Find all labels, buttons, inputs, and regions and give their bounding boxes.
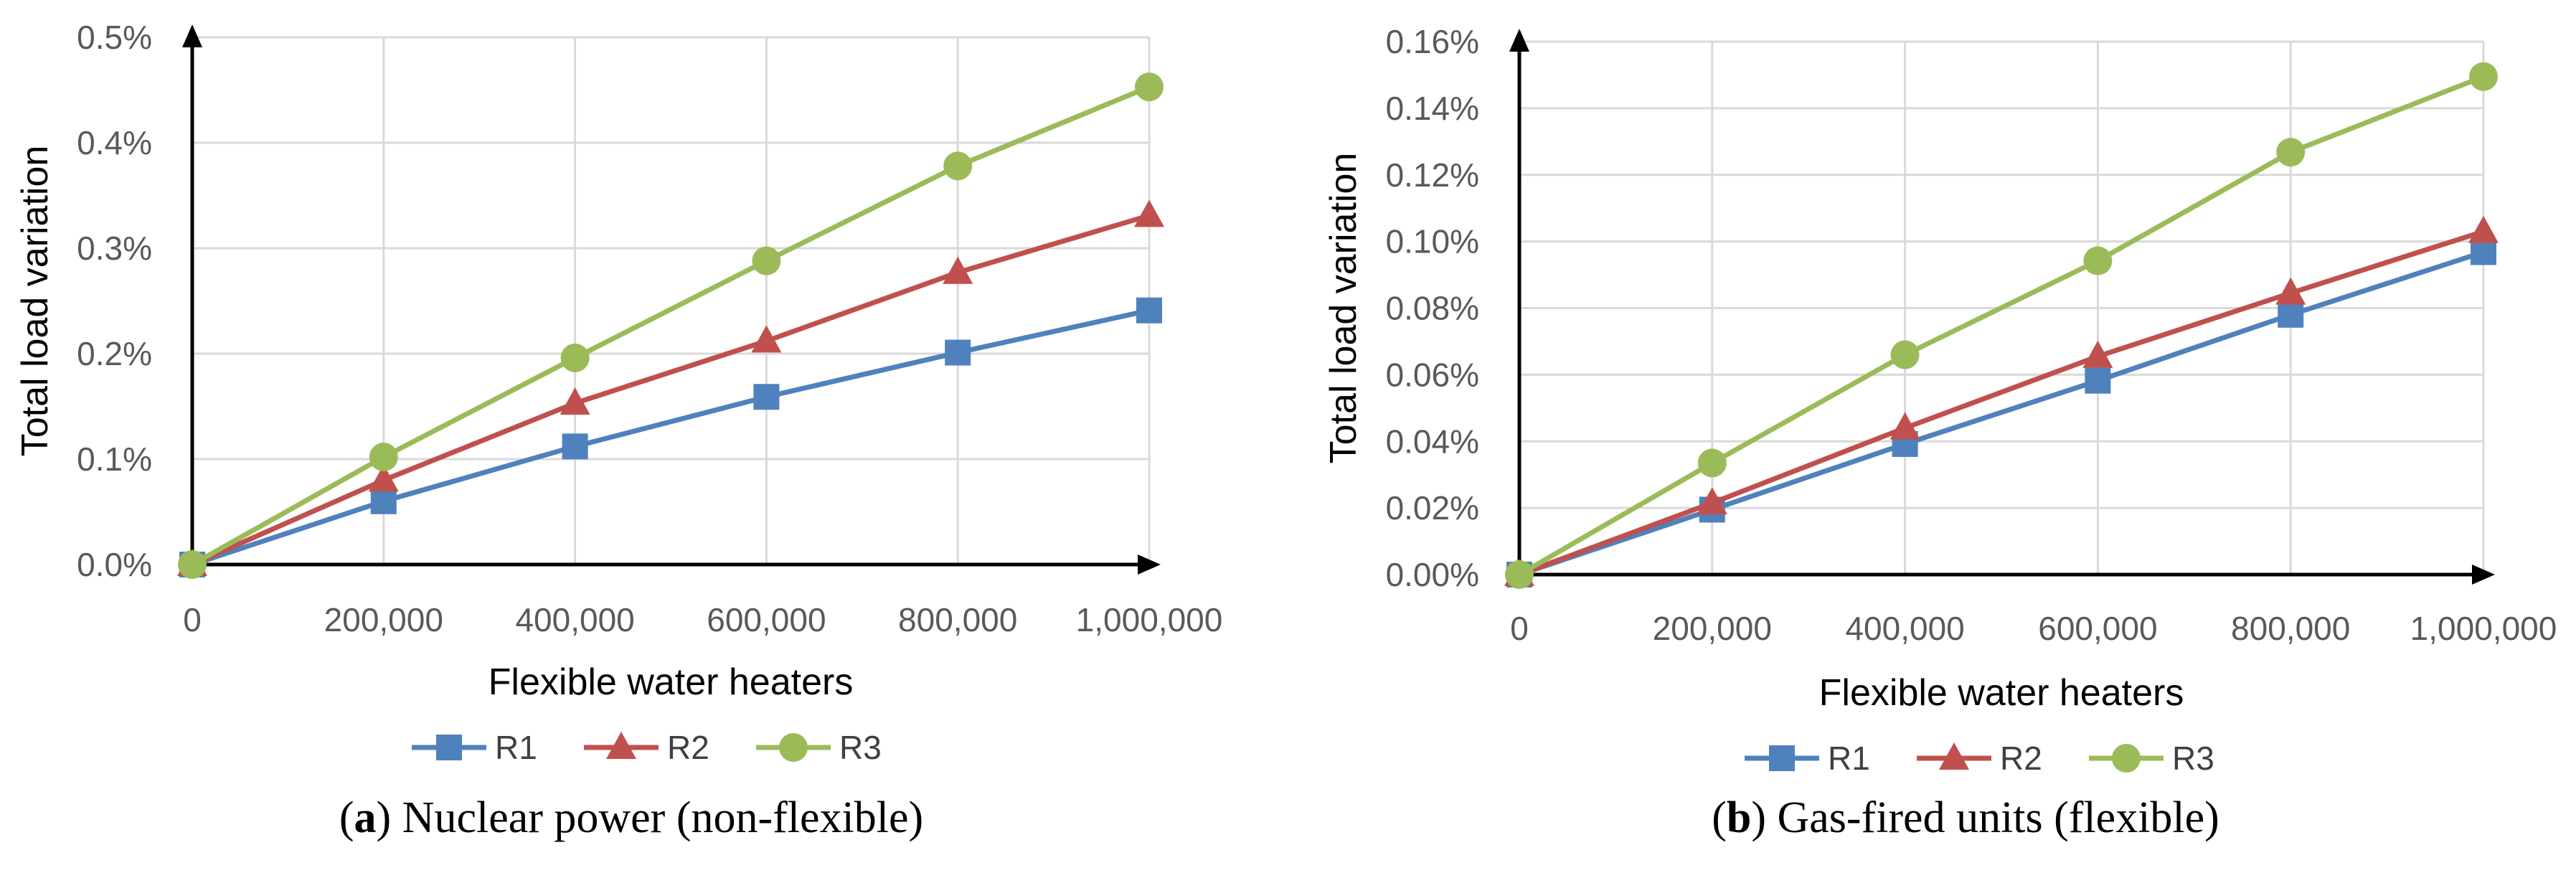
data-point — [562, 433, 588, 460]
x-axis-arrow — [2472, 565, 2495, 585]
data-point — [2275, 277, 2306, 305]
data-point — [368, 464, 399, 492]
data-point — [1697, 448, 1727, 478]
y-tick-label: 0.5% — [77, 19, 152, 56]
y-axis-arrow — [1509, 29, 1529, 52]
panel-caption: (a) Nuclear power (non-flexible) — [339, 793, 923, 842]
data-point — [1697, 487, 1727, 515]
data-point — [1135, 72, 1164, 102]
y-tick-label: 0.06% — [1386, 356, 1479, 393]
data-point — [943, 256, 973, 284]
x-tick-label: 600,000 — [2038, 610, 2157, 647]
y-tick-label: 0.12% — [1386, 156, 1479, 194]
legend-marker — [606, 732, 636, 759]
legend-marker — [1769, 745, 1795, 771]
series-line — [1518, 229, 2485, 577]
series-r1 — [1506, 239, 2496, 587]
legend-label: R1 — [1828, 740, 1870, 777]
legend-marker — [1939, 742, 1969, 770]
data-point — [1890, 340, 1920, 369]
legend-marker — [779, 733, 808, 762]
y-tick-label: 0.04% — [1386, 423, 1479, 460]
data-point — [1136, 297, 1162, 324]
series-line — [191, 308, 1150, 567]
y-axis-title: Total load variation — [1323, 153, 1364, 464]
data-point — [1505, 560, 1534, 589]
y-tick-label: 0.08% — [1386, 290, 1479, 327]
data-point — [2083, 246, 2113, 275]
x-tick-label: 600,000 — [707, 601, 826, 638]
y-tick-label: 0.4% — [77, 124, 152, 161]
series-line — [191, 213, 1150, 567]
data-point — [370, 488, 397, 514]
data-point — [178, 550, 207, 579]
x-tick-label: 800,000 — [2231, 610, 2350, 647]
series-line — [1518, 250, 2485, 577]
data-point — [2082, 340, 2113, 368]
series-line — [1518, 74, 2485, 577]
series-r3 — [1505, 62, 2498, 589]
y-tick-label: 0.14% — [1386, 90, 1479, 127]
legend-label: R1 — [495, 729, 537, 766]
data-point — [943, 151, 973, 181]
x-axis-arrow — [1138, 555, 1161, 575]
data-point — [1889, 412, 1920, 440]
series-r3 — [178, 72, 1164, 579]
y-tick-label: 0.00% — [1386, 556, 1479, 593]
legend: R1 R2 R3 — [1745, 740, 2214, 777]
x-tick-label: 1,000,000 — [2410, 610, 2557, 647]
gridlines — [192, 36, 1151, 565]
x-axis-title: Flexible water heaters — [489, 661, 854, 703]
x-tick-label: 200,000 — [1653, 610, 1772, 647]
legend: R1 R2 R3 — [412, 729, 882, 766]
data-point — [560, 343, 590, 372]
data-point — [1134, 199, 1164, 227]
data-point — [751, 325, 782, 353]
data-point — [369, 443, 398, 472]
x-axis-title: Flexible water heaters — [1819, 672, 2184, 714]
y-tick-label: 0.10% — [1386, 223, 1479, 260]
y-tick-label: 0.16% — [1386, 23, 1479, 60]
data-point — [2278, 301, 2304, 328]
legend-label: R3 — [839, 729, 882, 766]
y-tick-label: 0.1% — [77, 440, 152, 478]
y-axis-title: Total load variation — [14, 146, 56, 457]
legend-label: R2 — [667, 729, 709, 766]
data-point — [560, 387, 590, 415]
x-tick-label: 0 — [1510, 610, 1529, 647]
x-tick-label: 800,000 — [898, 601, 1017, 638]
x-tick-label: 200,000 — [324, 601, 443, 638]
data-point — [945, 339, 971, 366]
x-tick-label: 400,000 — [1845, 610, 1964, 647]
data-point — [2469, 62, 2498, 91]
y-tick-label: 0.0% — [77, 546, 152, 583]
legend-label: R2 — [2000, 740, 2042, 777]
chart-b: 0.00% 0.02% 0.04% 0.06% 0.08% 0.10% 0.12% 0.14%… — [1323, 23, 2557, 842]
y-tick-label: 0.02% — [1386, 489, 1479, 527]
x-tick-label: 1,000,000 — [1076, 601, 1223, 638]
y-tick-label: 0.2% — [77, 335, 152, 372]
legend-marker — [436, 735, 462, 760]
y-axis-arrow — [182, 24, 202, 47]
x-tick-label: 400,000 — [515, 601, 634, 638]
data-point — [752, 246, 781, 275]
x-tick-label: 0 — [183, 601, 202, 638]
data-point — [2276, 138, 2306, 167]
chart-a: 0.0% 0.1% 0.2% 0.3% 0.4% 0.5% 0 200,000 400,000 6… — [14, 19, 1222, 842]
legend-marker — [2112, 744, 2141, 773]
series-r1 — [179, 297, 1162, 577]
panel-caption: (b) Gas-fired units (flexible) — [1712, 793, 2219, 842]
legend-label: R3 — [2172, 740, 2214, 777]
y-tick-label: 0.3% — [77, 230, 152, 267]
data-point — [2471, 239, 2496, 265]
data-point — [2468, 215, 2499, 243]
data-point — [2085, 367, 2111, 394]
data-point — [753, 384, 780, 410]
series-line — [191, 84, 1151, 567]
